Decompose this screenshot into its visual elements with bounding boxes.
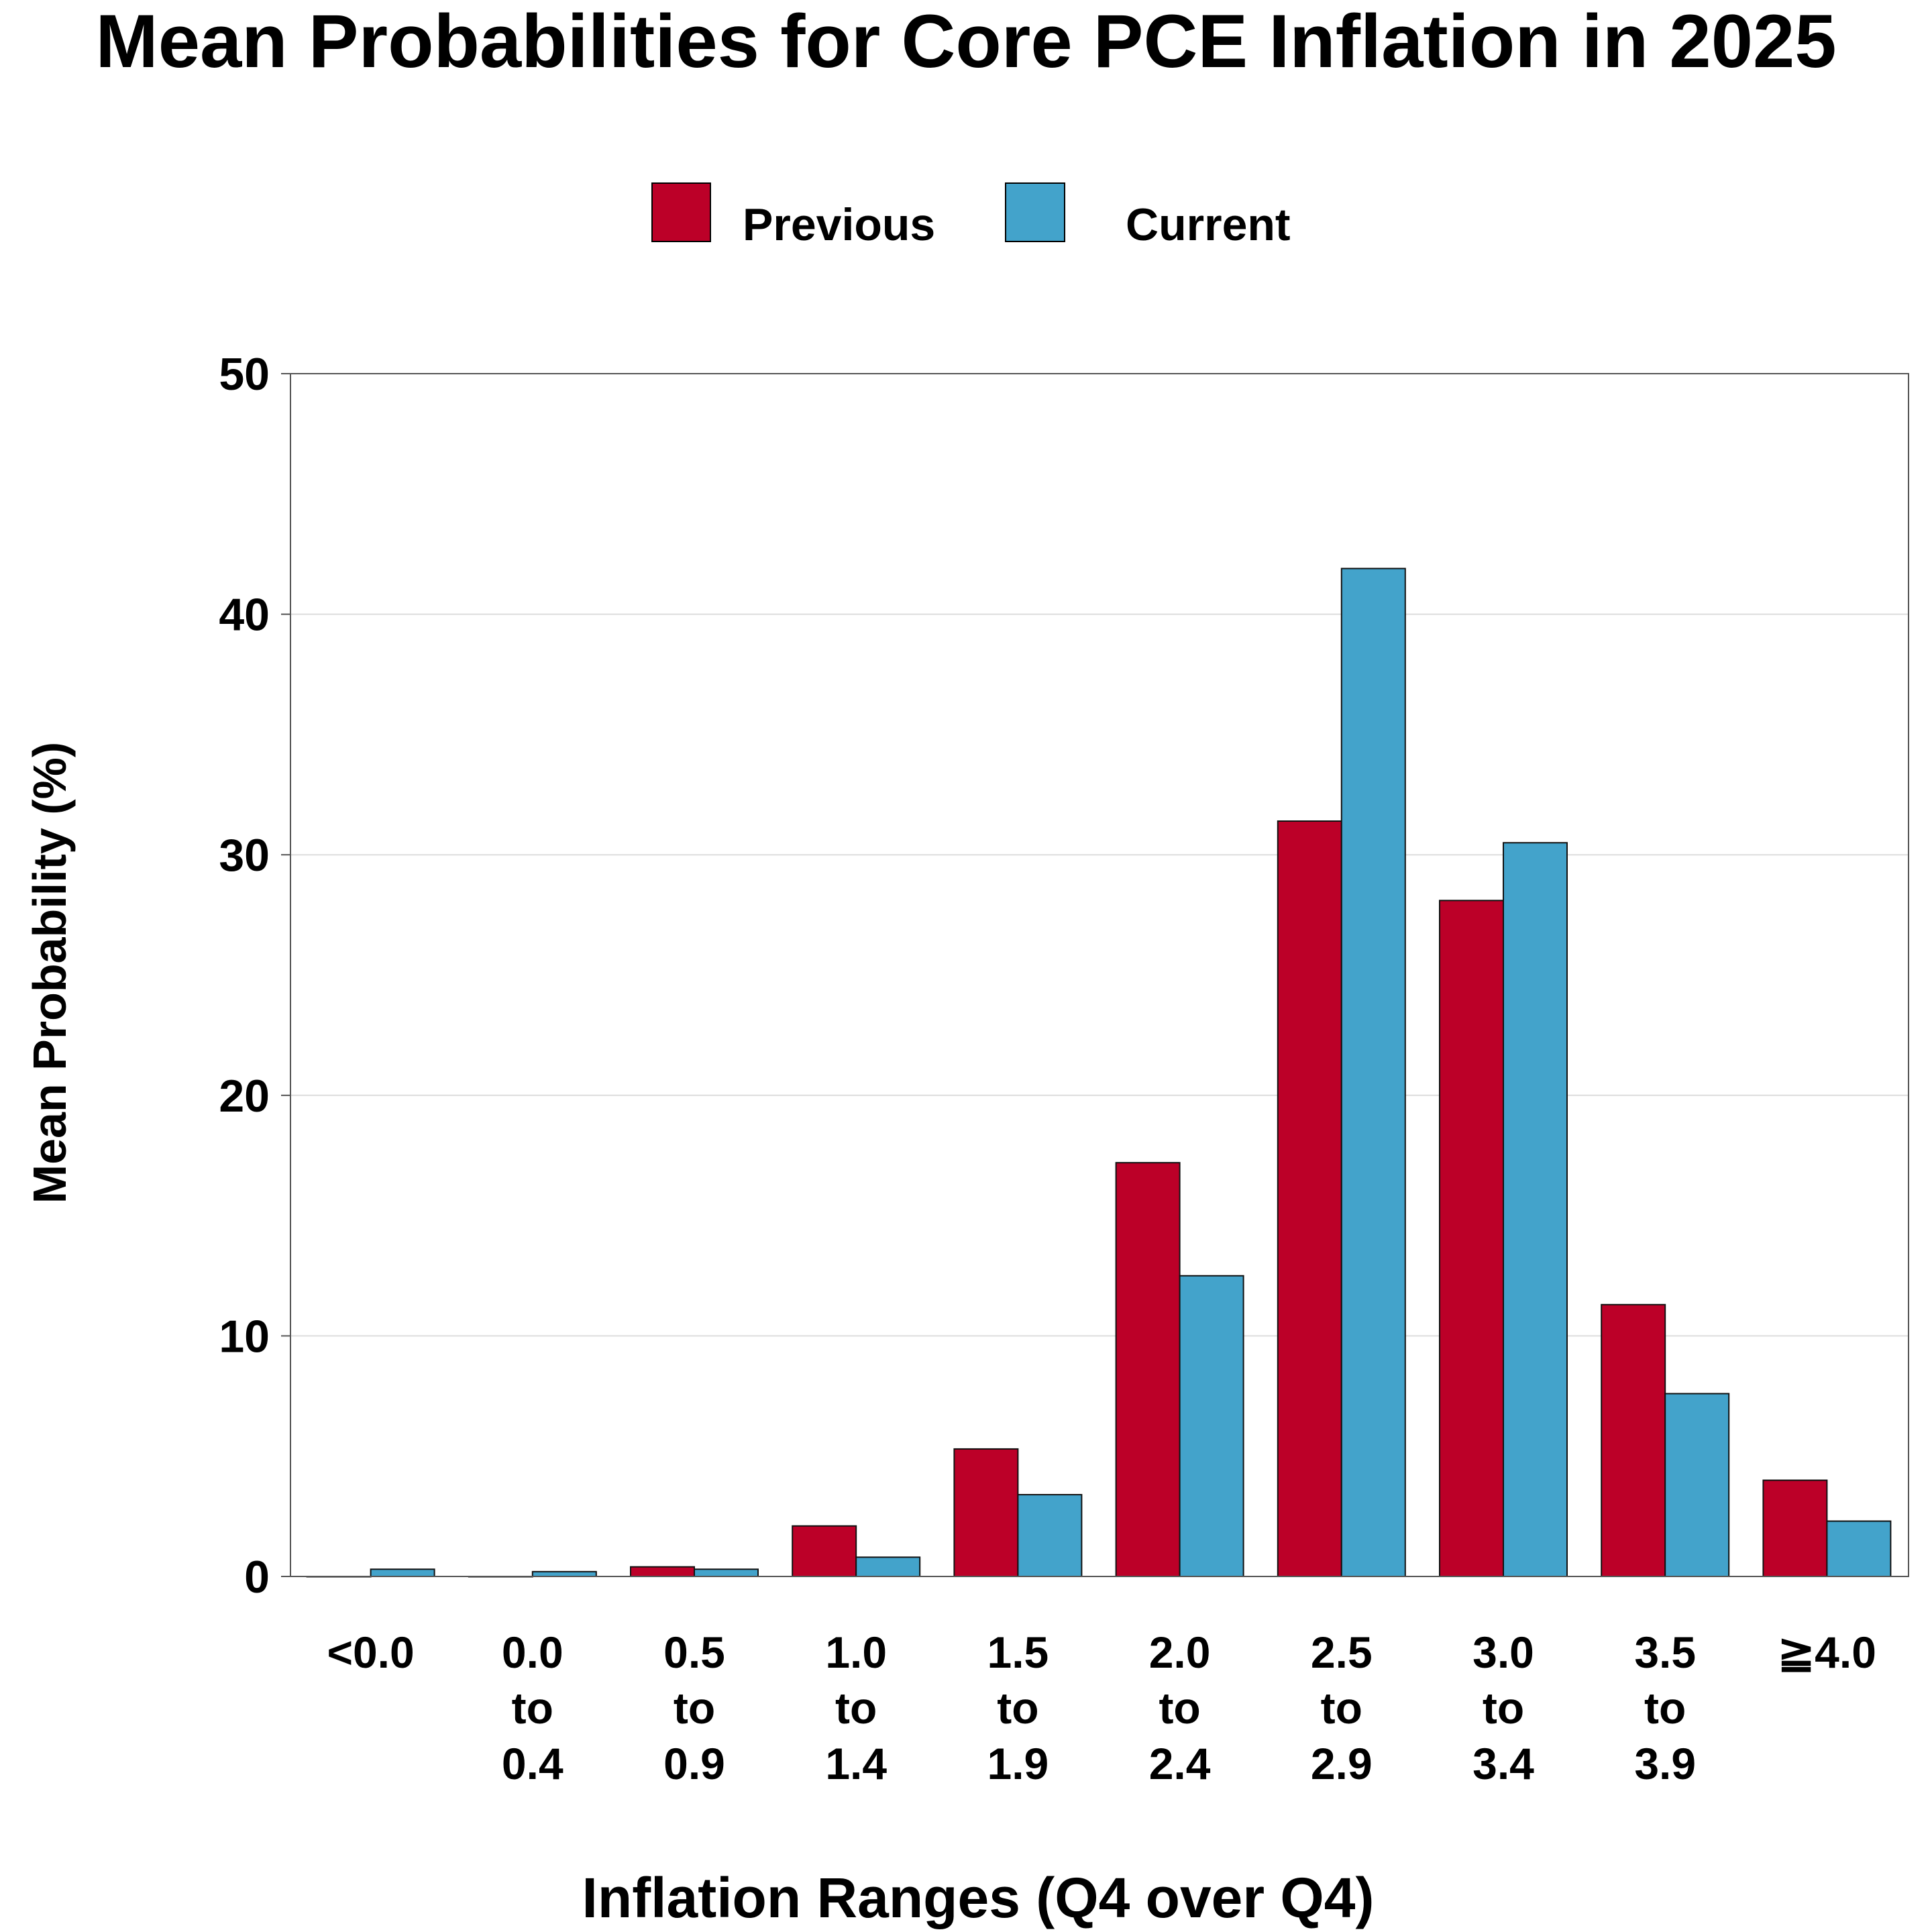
plot-frame [290, 373, 1909, 1577]
x-tick-label: 0.9 [663, 1739, 725, 1788]
x-tick-label: 1.5 [987, 1627, 1049, 1677]
x-tick-label: <0.0 [327, 1627, 414, 1677]
legend-label-previous: Previous [743, 199, 935, 250]
bar-current [1503, 842, 1568, 1577]
bar-previous [953, 1448, 1019, 1577]
x-tick-label: to [1644, 1683, 1686, 1733]
x-tick-label: to [512, 1683, 553, 1733]
x-tick-label: 3.0 [1472, 1627, 1534, 1677]
chart-title: Mean Probabilities for Core PCE Inflatio… [95, 0, 1836, 83]
x-tick-label: 2.9 [1311, 1739, 1373, 1788]
bar-previous [1115, 1162, 1181, 1577]
x-tick-label: to [835, 1683, 877, 1733]
bar-previous [1439, 900, 1504, 1577]
x-tick-label: 3.9 [1634, 1739, 1696, 1788]
bar-current [370, 1568, 435, 1577]
x-tick-label: to [1321, 1683, 1362, 1733]
x-tick-label: to [674, 1683, 715, 1733]
legend: Previous Current [651, 182, 1291, 250]
x-tick-label: 1.9 [987, 1739, 1049, 1788]
y-axis-label: Mean Probability (%) [23, 742, 76, 1203]
bar-previous [1277, 820, 1342, 1577]
legend-label-current: Current [1126, 199, 1291, 250]
x-tick-label: ≧4.0 [1778, 1627, 1876, 1677]
bar-previous [630, 1566, 695, 1578]
x-tick-label: to [997, 1683, 1038, 1733]
legend-swatch-previous [651, 182, 711, 242]
bar-current [694, 1568, 759, 1577]
y-tick-label: 0 [244, 1552, 270, 1603]
y-tick-label: 30 [219, 830, 270, 881]
y-tick-label: 20 [219, 1071, 270, 1122]
bar-current [1826, 1520, 1892, 1577]
bar-current [531, 1570, 597, 1577]
x-tick-label: 2.0 [1149, 1627, 1211, 1677]
x-tick-label: 0.5 [663, 1627, 725, 1677]
x-tick-label: 3.5 [1634, 1627, 1696, 1677]
x-tick-label: 2.4 [1149, 1739, 1211, 1788]
y-tick-label: 50 [219, 349, 270, 400]
y-tick-label: 10 [219, 1311, 270, 1362]
x-tick-label: 1.4 [825, 1739, 887, 1788]
x-tick-label: to [1159, 1683, 1200, 1733]
y-tick-label: 40 [219, 590, 270, 641]
x-tick-label: 2.5 [1311, 1627, 1373, 1677]
bar-previous [1601, 1303, 1666, 1577]
bar-current [1017, 1494, 1083, 1577]
legend-swatch-current [1005, 182, 1065, 242]
x-tick-label: 3.4 [1472, 1739, 1534, 1788]
x-tick-label: 0.4 [502, 1739, 564, 1788]
bar-current [855, 1556, 921, 1578]
bar-current [1664, 1393, 1730, 1578]
x-tick-label: to [1483, 1683, 1524, 1733]
bar-current [1340, 568, 1406, 1578]
x-tick-label: 1.0 [825, 1627, 887, 1677]
bar-current [1179, 1275, 1244, 1577]
bar-previous [792, 1525, 857, 1578]
x-axis-label: Inflation Ranges (Q4 over Q4) [582, 1866, 1375, 1929]
bar-previous [1762, 1479, 1828, 1578]
x-tick-label: 0.0 [502, 1627, 564, 1677]
